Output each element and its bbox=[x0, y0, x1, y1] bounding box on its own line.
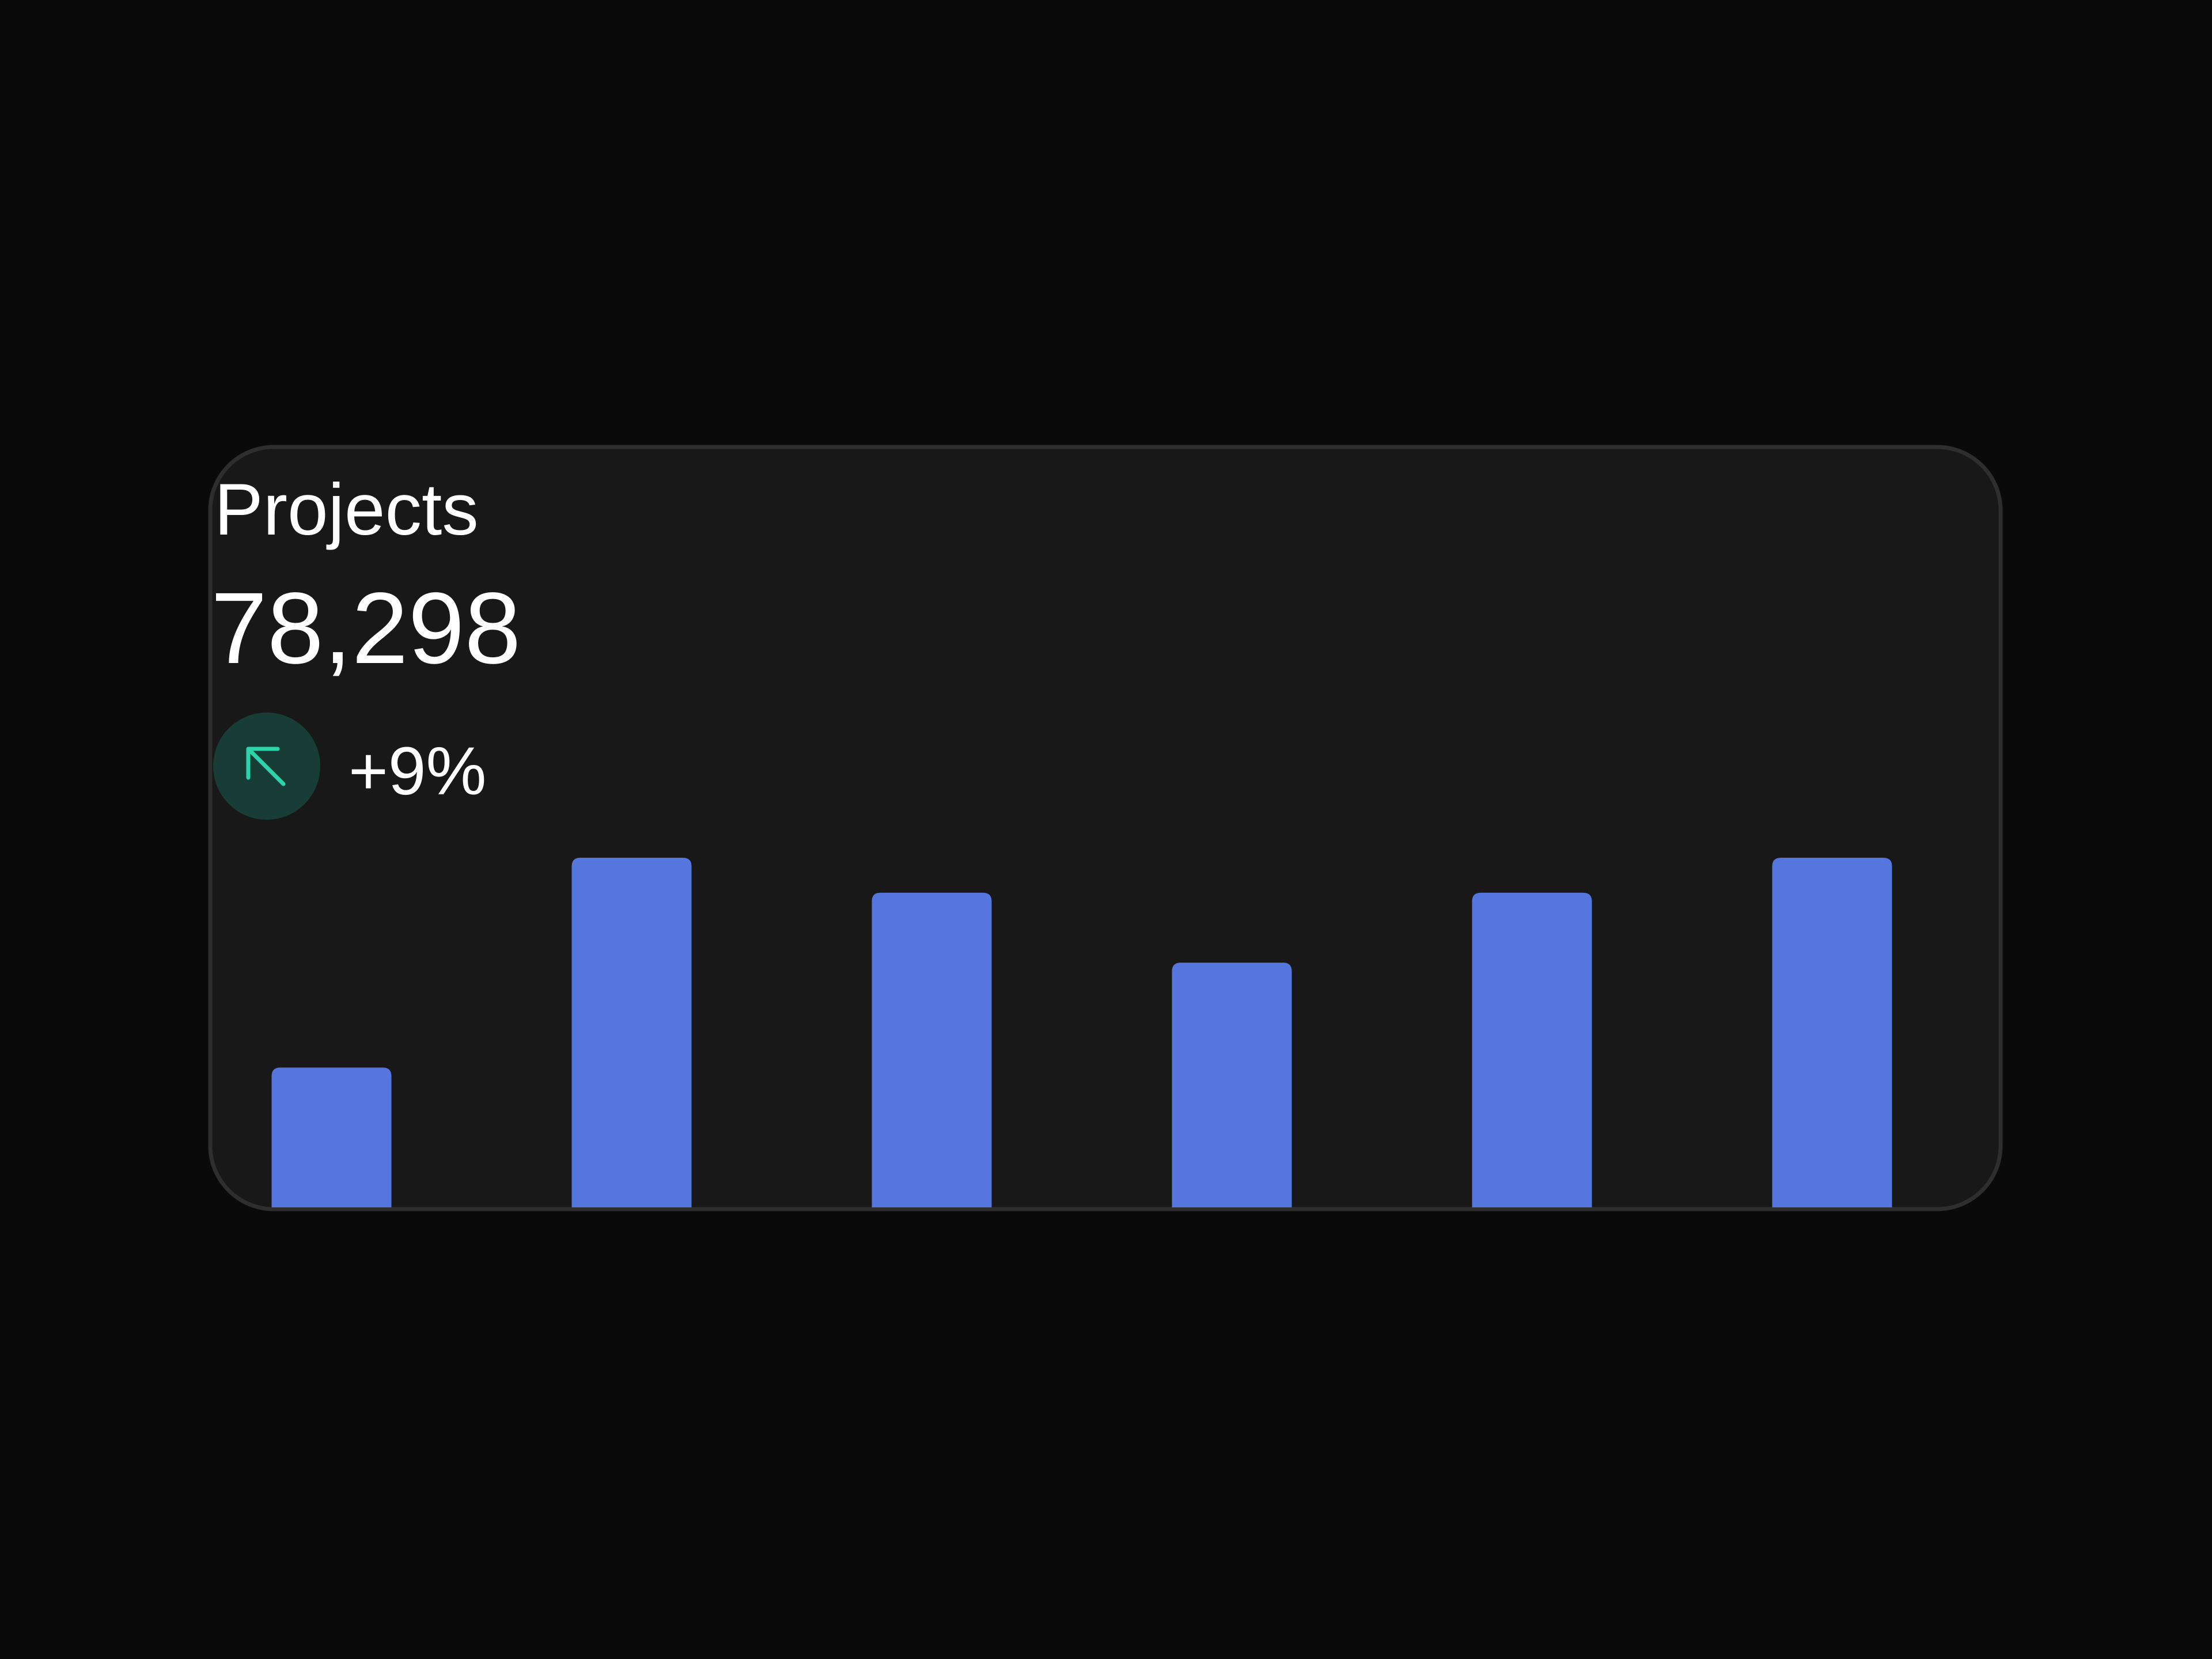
trend-arrow bbox=[246, 747, 286, 786]
bar-chart bbox=[271, 858, 1892, 1207]
bar bbox=[571, 858, 692, 1207]
change-label: +9% bbox=[349, 733, 486, 809]
bar bbox=[1472, 892, 1592, 1207]
bar bbox=[1172, 963, 1292, 1207]
bar bbox=[872, 892, 992, 1207]
bar bbox=[271, 1067, 392, 1207]
card-title: Projects bbox=[214, 468, 479, 550]
bar bbox=[1772, 858, 1892, 1207]
total-value: 78,298 bbox=[211, 572, 521, 685]
card bbox=[208, 445, 2003, 1211]
